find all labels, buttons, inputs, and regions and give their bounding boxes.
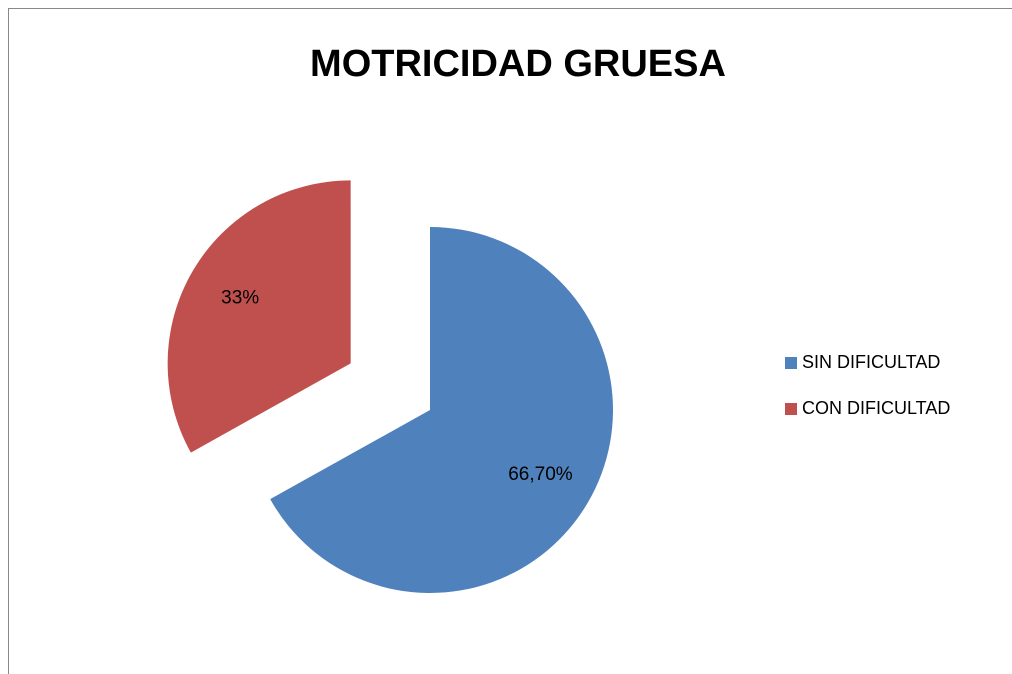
value-label: 66,70%: [508, 464, 573, 485]
pie-slice: [167, 180, 351, 453]
legend-swatch: [785, 357, 797, 369]
chart-title: MOTRICIDAD GRUESA: [310, 43, 726, 85]
legend-swatch: [785, 403, 797, 415]
legend-label: SIN DIFICULTAD: [802, 352, 940, 372]
legend-label: CON DIFICULTAD: [802, 398, 950, 418]
value-label: 33%: [221, 288, 259, 309]
pie-slice: [270, 227, 613, 593]
